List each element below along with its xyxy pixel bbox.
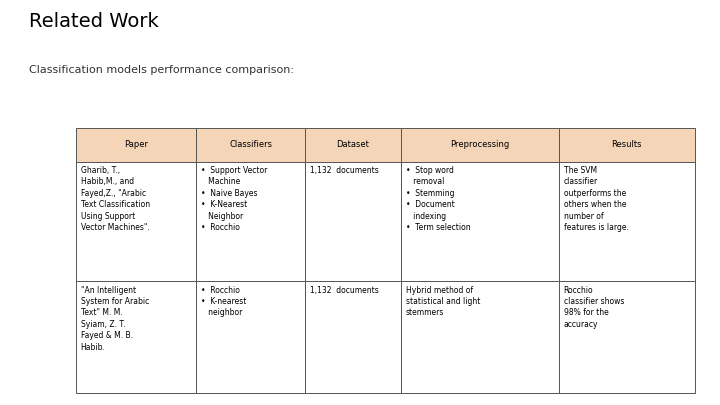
Text: Rocchio
classifier shows
98% for the
accuracy: Rocchio classifier shows 98% for the acc… <box>564 286 624 329</box>
Bar <box>76 162 197 281</box>
Bar <box>197 281 305 393</box>
Text: "An Intelligent
System for Arabic
Text" M. M.
Syiam, Z. T.
Fayed & M. B.
Habib.: "An Intelligent System for Arabic Text" … <box>81 286 149 352</box>
Bar <box>76 128 197 162</box>
Bar <box>305 162 400 281</box>
Bar <box>305 128 400 162</box>
Text: Classification models performance comparison:: Classification models performance compar… <box>29 65 294 75</box>
Text: The SVM
classifier
outperforms the
others when the
number of
features is large.: The SVM classifier outperforms the other… <box>564 166 629 232</box>
Text: •  Support Vector
   Machine
•  Naive Bayes
•  K-Nearest
   Neighbor
•  Rocchio: • Support Vector Machine • Naive Bayes •… <box>202 166 268 232</box>
Text: Dataset: Dataset <box>336 140 369 149</box>
Bar <box>559 162 695 281</box>
Bar <box>305 281 400 393</box>
Text: Hybrid method of
statistical and light
stemmers: Hybrid method of statistical and light s… <box>406 286 480 318</box>
Bar <box>76 281 197 393</box>
Bar <box>559 281 695 393</box>
Text: •  Rocchio
•  K-nearest
   neighbor: • Rocchio • K-nearest neighbor <box>202 286 247 318</box>
Text: 1,132  documents: 1,132 documents <box>310 166 379 175</box>
Text: Classifiers: Classifiers <box>229 140 272 149</box>
Bar <box>400 281 559 393</box>
Text: Gharib, T.,
Habib,M., and
Fayed,Z., "Arabic
Text Classification
Using Support
Ve: Gharib, T., Habib,M., and Fayed,Z., "Ara… <box>81 166 150 232</box>
Text: 1,132  documents: 1,132 documents <box>310 286 379 294</box>
Text: Paper: Paper <box>124 140 148 149</box>
Bar <box>400 162 559 281</box>
Bar <box>400 128 559 162</box>
Bar <box>197 128 305 162</box>
Bar <box>559 128 695 162</box>
Text: Preprocessing: Preprocessing <box>450 140 509 149</box>
Bar <box>197 162 305 281</box>
Text: Results: Results <box>611 140 642 149</box>
Text: •  Stop word
   removal
•  Stemming
•  Document
   indexing
•  Term selection: • Stop word removal • Stemming • Documen… <box>406 166 470 232</box>
Text: Related Work: Related Work <box>29 12 158 31</box>
